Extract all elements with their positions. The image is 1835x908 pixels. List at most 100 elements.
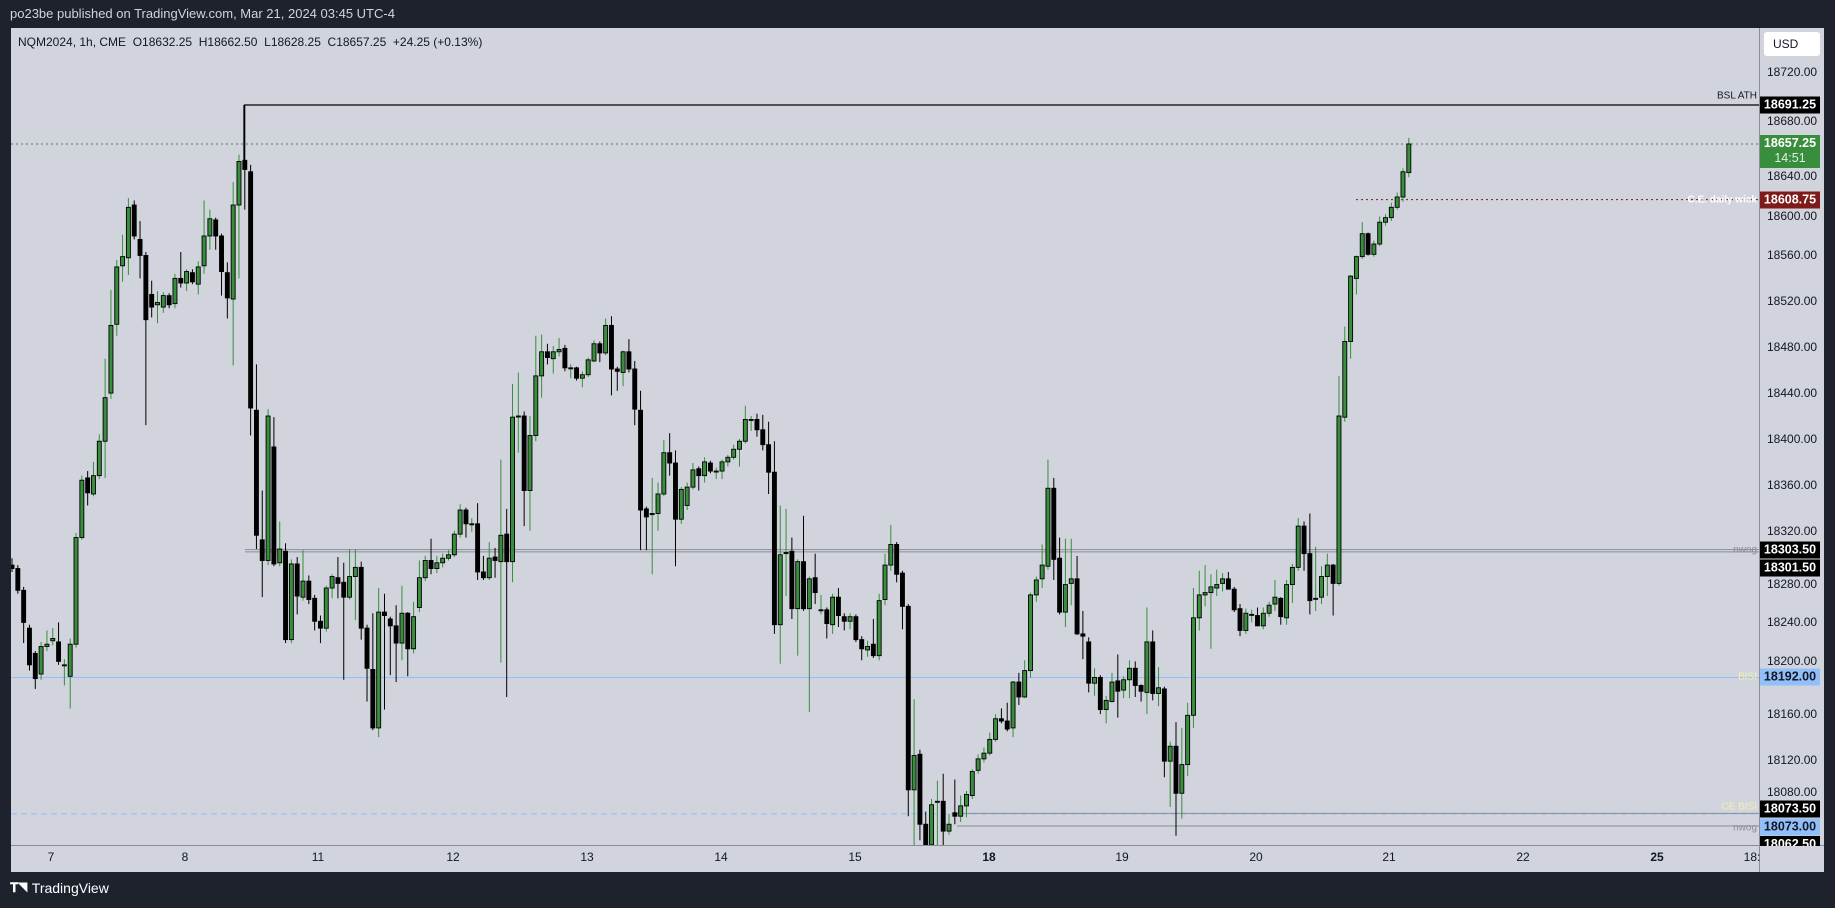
candle-body	[574, 367, 579, 379]
candle	[771, 441, 777, 634]
candle	[259, 490, 265, 598]
candle-body	[1039, 564, 1045, 580]
candle-body	[742, 419, 748, 442]
candle-body	[364, 627, 370, 669]
candle	[38, 641, 44, 680]
candle	[1156, 667, 1161, 707]
candle	[277, 521, 283, 567]
candle	[946, 813, 952, 835]
candle-body	[207, 218, 213, 237]
candle	[195, 261, 201, 295]
time-tick: 15	[848, 850, 862, 864]
candle-body	[166, 295, 172, 306]
chart-frame	[11, 28, 1824, 872]
candle	[1289, 563, 1295, 603]
candle	[376, 588, 382, 738]
candle-body	[783, 552, 789, 555]
candle	[446, 550, 451, 561]
candle-body	[609, 324, 614, 370]
candle	[1319, 566, 1324, 605]
publish-text: po23be published on TradingView.com, Mar…	[10, 6, 395, 21]
candle-body	[114, 266, 120, 325]
candle-body	[771, 471, 777, 626]
candle	[737, 438, 742, 467]
candle	[713, 467, 719, 480]
candle-body	[818, 609, 824, 612]
candle	[1330, 563, 1336, 616]
candle-body	[50, 638, 56, 642]
candle-body	[195, 266, 201, 285]
candle-body	[614, 368, 620, 372]
candle-body	[1179, 764, 1185, 794]
candle-body	[678, 488, 684, 520]
candle-body	[230, 204, 236, 300]
candle-body	[428, 560, 434, 569]
tradingview-logo-icon: 𝐓◥	[10, 880, 28, 895]
candle-body	[923, 823, 929, 845]
candle	[248, 164, 254, 436]
candle-body	[905, 605, 911, 791]
candle	[510, 383, 515, 583]
candle	[696, 466, 702, 491]
candle	[1191, 588, 1196, 728]
candle	[1272, 579, 1278, 611]
candle	[579, 371, 585, 388]
candle	[15, 565, 21, 594]
candle	[638, 390, 644, 551]
candle	[876, 593, 882, 661]
candle	[1278, 597, 1284, 625]
candle-body	[283, 550, 288, 641]
time-tick: 25	[1650, 850, 1664, 864]
candle-body	[1371, 243, 1377, 255]
level-label-ce: C.E. daily wick	[1687, 194, 1757, 206]
candle	[44, 630, 50, 652]
candle-body	[341, 581, 347, 598]
candle-body	[201, 235, 207, 267]
candle-body	[306, 580, 312, 600]
candle	[405, 612, 411, 677]
candle	[1266, 601, 1272, 617]
candle	[393, 605, 399, 683]
candle-body	[934, 800, 940, 803]
candle-body	[376, 611, 382, 729]
candle	[766, 421, 772, 494]
candle	[934, 780, 940, 845]
candle	[1126, 660, 1132, 699]
symbol-legend[interactable]: NQM2024, 1h, CME O18632.25 H18662.50 L18…	[18, 35, 483, 49]
candle	[550, 346, 556, 374]
candle-body	[684, 486, 690, 506]
price-tag-value: 18691.25	[1763, 97, 1817, 112]
time-tick: 20	[1249, 850, 1263, 864]
candle-body	[812, 577, 818, 594]
candle-body	[475, 523, 481, 573]
price-tag-value: 18073.00	[1763, 819, 1817, 834]
candle-body	[550, 351, 556, 360]
candle	[125, 198, 131, 275]
price-tag: 18608.75	[1760, 191, 1820, 209]
candle	[1406, 137, 1412, 178]
candle-body	[1266, 604, 1272, 614]
footer-brand[interactable]: 𝐓◥ TradingView	[10, 880, 109, 896]
candle-body	[882, 564, 888, 600]
price-tag-value: 18657.25	[1763, 135, 1817, 150]
time-tick: 21	[1382, 850, 1396, 864]
price-tick: 18480.00	[1767, 340, 1818, 355]
candle	[964, 790, 969, 818]
candle	[870, 618, 876, 658]
candle	[1220, 573, 1226, 592]
price-tag: 18062.50	[1760, 836, 1820, 847]
candle	[341, 562, 347, 680]
price-tick: 18320.00	[1767, 523, 1818, 538]
candle	[108, 289, 114, 399]
candle	[67, 638, 73, 709]
candle	[731, 444, 737, 460]
candle-body	[841, 616, 847, 622]
price-tag-value: 18073.50	[1763, 801, 1817, 816]
candle-body	[1022, 670, 1028, 698]
currency-button[interactable]: USD	[1764, 32, 1820, 56]
candle	[865, 640, 870, 657]
candle-body	[61, 664, 67, 667]
candle	[1243, 608, 1249, 634]
candle	[888, 524, 894, 571]
